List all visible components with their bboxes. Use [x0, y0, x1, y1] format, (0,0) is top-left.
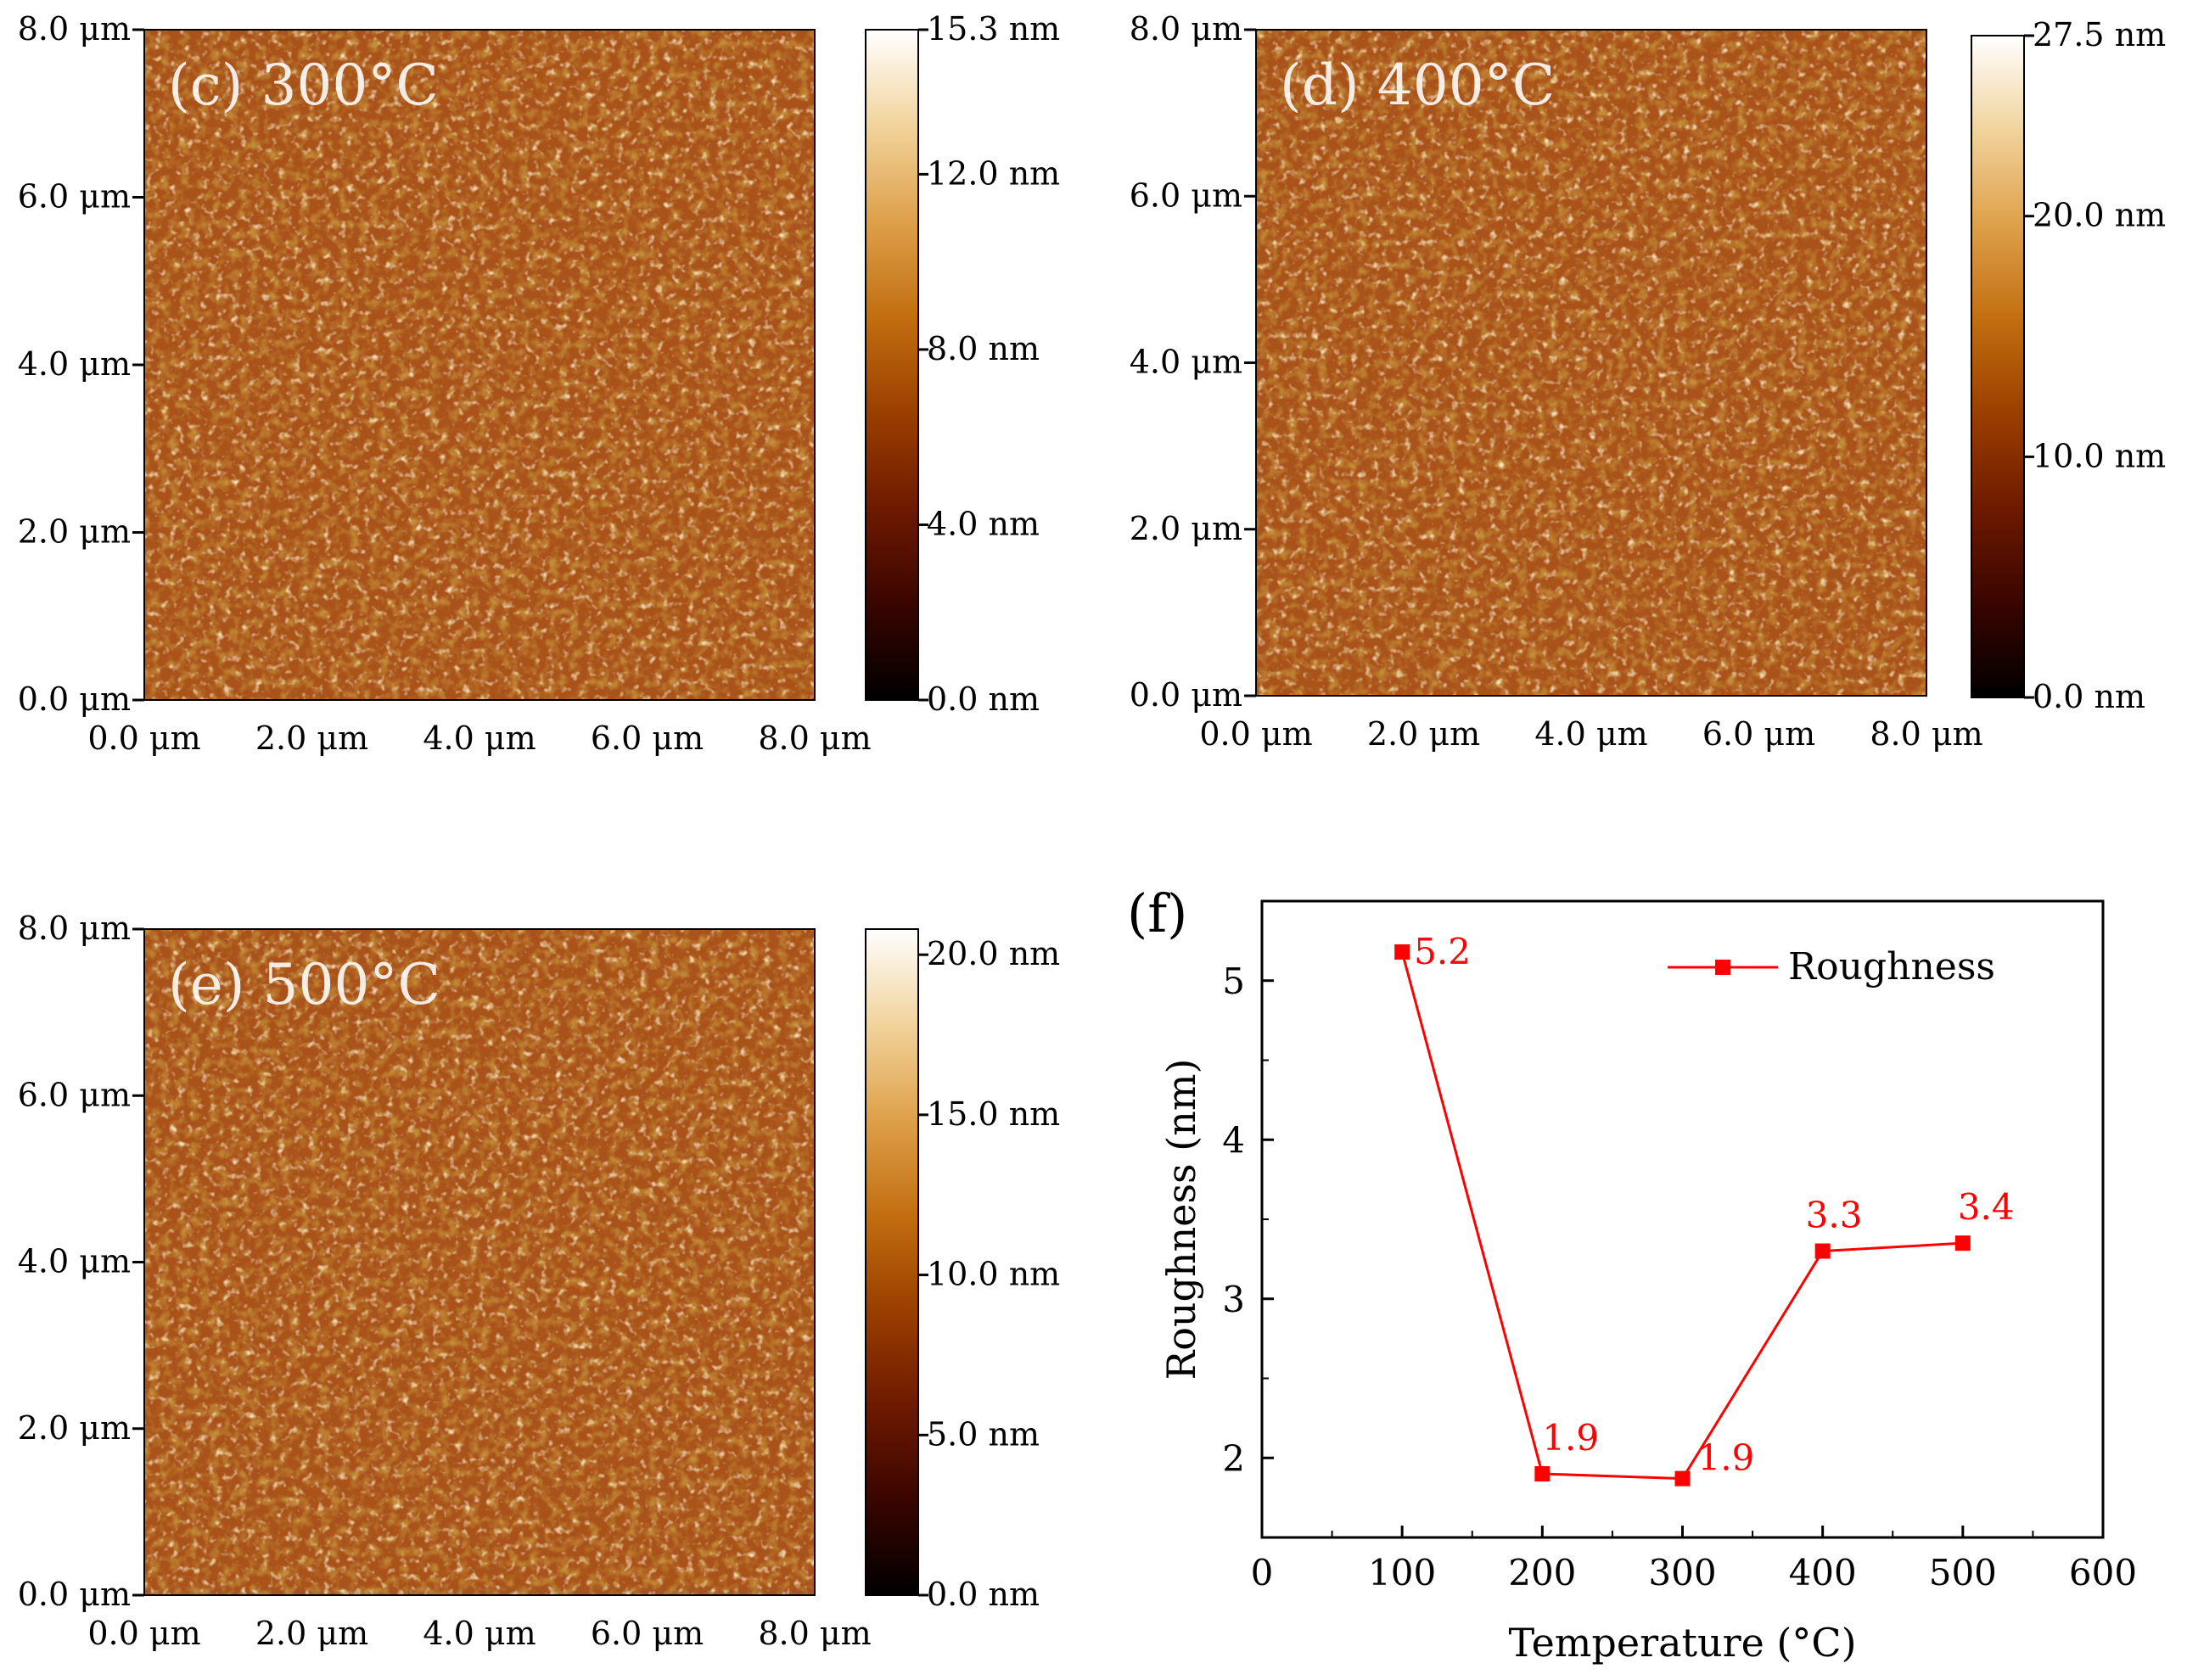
x-tick-label: 4.0 μm — [423, 1615, 536, 1652]
colorbar-tick-label: 27.5 nm — [2033, 16, 2166, 53]
legend: Roughness — [1668, 945, 1995, 988]
y-tick-label: 6.0 μm — [18, 1076, 131, 1113]
x-tick-label: 4.0 μm — [1534, 715, 1647, 753]
x-axis-tick-label: 100 — [1368, 1552, 1436, 1593]
afm-panel-label: (c) 300°C — [168, 53, 439, 118]
colorbar-tick-label: 15.0 nm — [927, 1095, 1060, 1133]
x-tick-label: 0.0 μm — [87, 720, 200, 757]
x-axis-tick-label: 600 — [2069, 1552, 2137, 1593]
legend-marker — [1715, 960, 1730, 975]
data-point-marker — [1814, 1243, 1831, 1259]
x-axis-title: Temperature (°C) — [1508, 1620, 1856, 1666]
data-point-marker — [1674, 1470, 1691, 1487]
x-axis-tick-label: 0 — [1251, 1552, 1274, 1593]
colorbar: 27.5 nm 20.0 nm 10.0 nm 0.0 nm — [1971, 16, 2166, 715]
colorbar-tick-label: 0.0 nm — [927, 1576, 1040, 1613]
colorbar: 15.3 nm 12.0 nm 8.0 nm 4.0 nm 0.0 nm — [865, 10, 1060, 718]
afm-panel-label: (e) 500°C — [168, 952, 440, 1017]
afm-panels: (c) 300°C8.0 μm6.0 μm4.0 μm2.0 μm0.0 μm0… — [18, 10, 2166, 1652]
x-axis-tick-label: 200 — [1508, 1552, 1576, 1593]
x-tick-label: 0.0 μm — [1199, 715, 1312, 753]
afm-topography-image — [144, 929, 815, 1595]
y-axis-tick-label: 3 — [1222, 1279, 1245, 1320]
data-label: 3.3 — [1806, 1195, 1863, 1236]
x-tick-label: 2.0 μm — [255, 720, 368, 757]
colorbar-tick-label: 20.0 nm — [2033, 197, 2166, 234]
data-point-marker — [1534, 1466, 1551, 1481]
y-tick-label: 6.0 μm — [1130, 176, 1242, 214]
colorbar-tick-label: 0.0 nm — [2033, 678, 2145, 715]
y-tick-label: 2.0 μm — [18, 1409, 131, 1447]
data-label: 5.2 — [1414, 931, 1471, 972]
colorbar-tick-label: 12.0 nm — [927, 154, 1060, 192]
x-tick-label: 6.0 μm — [591, 720, 704, 757]
colorbar: 20.0 nm 15.0 nm 10.0 nm 5.0 nm 0.0 nm — [865, 928, 1060, 1613]
legend-label: Roughness — [1788, 945, 1995, 988]
x-tick-label: 6.0 μm — [591, 1615, 704, 1652]
x-tick-label: 8.0 μm — [1870, 715, 1982, 753]
x-tick-label: 4.0 μm — [423, 720, 536, 757]
x-axis-tick-label: 400 — [1789, 1552, 1857, 1593]
colorbar-tick-label: 15.3 nm — [927, 10, 1060, 48]
colorbar-tick-label: 5.0 nm — [927, 1415, 1040, 1453]
data-label: 3.4 — [1958, 1186, 2015, 1228]
y-tick-label: 4.0 μm — [18, 1243, 131, 1280]
data-point-marker — [1954, 1235, 1971, 1252]
x-axis-tick-label: 300 — [1648, 1552, 1716, 1593]
afm-panel-e: (e) 500°C8.0 μm6.0 μm4.0 μm2.0 μm0.0 μm0… — [18, 910, 1060, 1652]
y-tick-label: 8.0 μm — [18, 10, 131, 48]
y-tick-label: 2.0 μm — [1130, 510, 1242, 547]
x-tick-label: 8.0 μm — [758, 720, 871, 757]
colorbar-tick-label: 8.0 nm — [927, 330, 1040, 367]
y-tick-label: 8.0 μm — [18, 910, 131, 947]
data-label: 1.9 — [1698, 1437, 1755, 1479]
colorbar-tick-label: 0.0 nm — [927, 680, 1040, 718]
y-tick-label: 8.0 μm — [1130, 10, 1242, 48]
colorbar-tick-label: 20.0 nm — [927, 935, 1060, 972]
x-tick-label: 6.0 μm — [1702, 715, 1815, 753]
y-axis-tick-label: 5 — [1222, 960, 1245, 1002]
afm-panel-c: (c) 300°C8.0 μm6.0 μm4.0 μm2.0 μm0.0 μm0… — [18, 10, 1060, 757]
afm-topography-image — [1256, 30, 1926, 696]
y-axis-title: Roughness (nm) — [1158, 1059, 1204, 1380]
colorbar-tick-label: 10.0 nm — [927, 1256, 1060, 1293]
x-axis-tick-label: 500 — [1929, 1552, 1997, 1593]
y-axis-tick-label: 2 — [1222, 1437, 1245, 1479]
data-point-marker — [1394, 944, 1410, 960]
chart-panel-label: (f) — [1127, 882, 1187, 944]
y-tick-label: 4.0 μm — [18, 345, 131, 383]
y-tick-label: 0.0 μm — [1130, 676, 1242, 714]
roughness-series-line — [1400, 951, 1963, 1481]
y-tick-label: 0.0 μm — [18, 680, 131, 718]
y-tick-label: 6.0 μm — [18, 178, 131, 216]
afm-panel-label: (d) 400°C — [1280, 53, 1555, 118]
roughness-chart: (f) 0 100 200 300 400 500 600 2 3 4 5 Temperature (°… — [1127, 882, 2137, 1666]
afm-topography-image — [144, 30, 815, 700]
colorbar-tick-label: 10.0 nm — [2033, 437, 2166, 474]
x-tick-label: 2.0 μm — [255, 1615, 368, 1652]
afm-panel-d: (d) 400°C8.0 μm6.0 μm4.0 μm2.0 μm0.0 μm0… — [1130, 10, 2166, 753]
y-tick-label: 4.0 μm — [1130, 344, 1242, 381]
x-tick-label: 0.0 μm — [87, 1615, 200, 1652]
y-tick-label: 0.0 μm — [18, 1576, 131, 1613]
y-tick-label: 2.0 μm — [18, 513, 131, 551]
colorbar-tick-label: 4.0 nm — [927, 505, 1040, 542]
x-tick-label: 2.0 μm — [1367, 715, 1480, 753]
y-axis-tick-label: 4 — [1222, 1119, 1245, 1161]
data-label: 1.9 — [1542, 1417, 1599, 1459]
x-tick-label: 8.0 μm — [758, 1615, 871, 1652]
